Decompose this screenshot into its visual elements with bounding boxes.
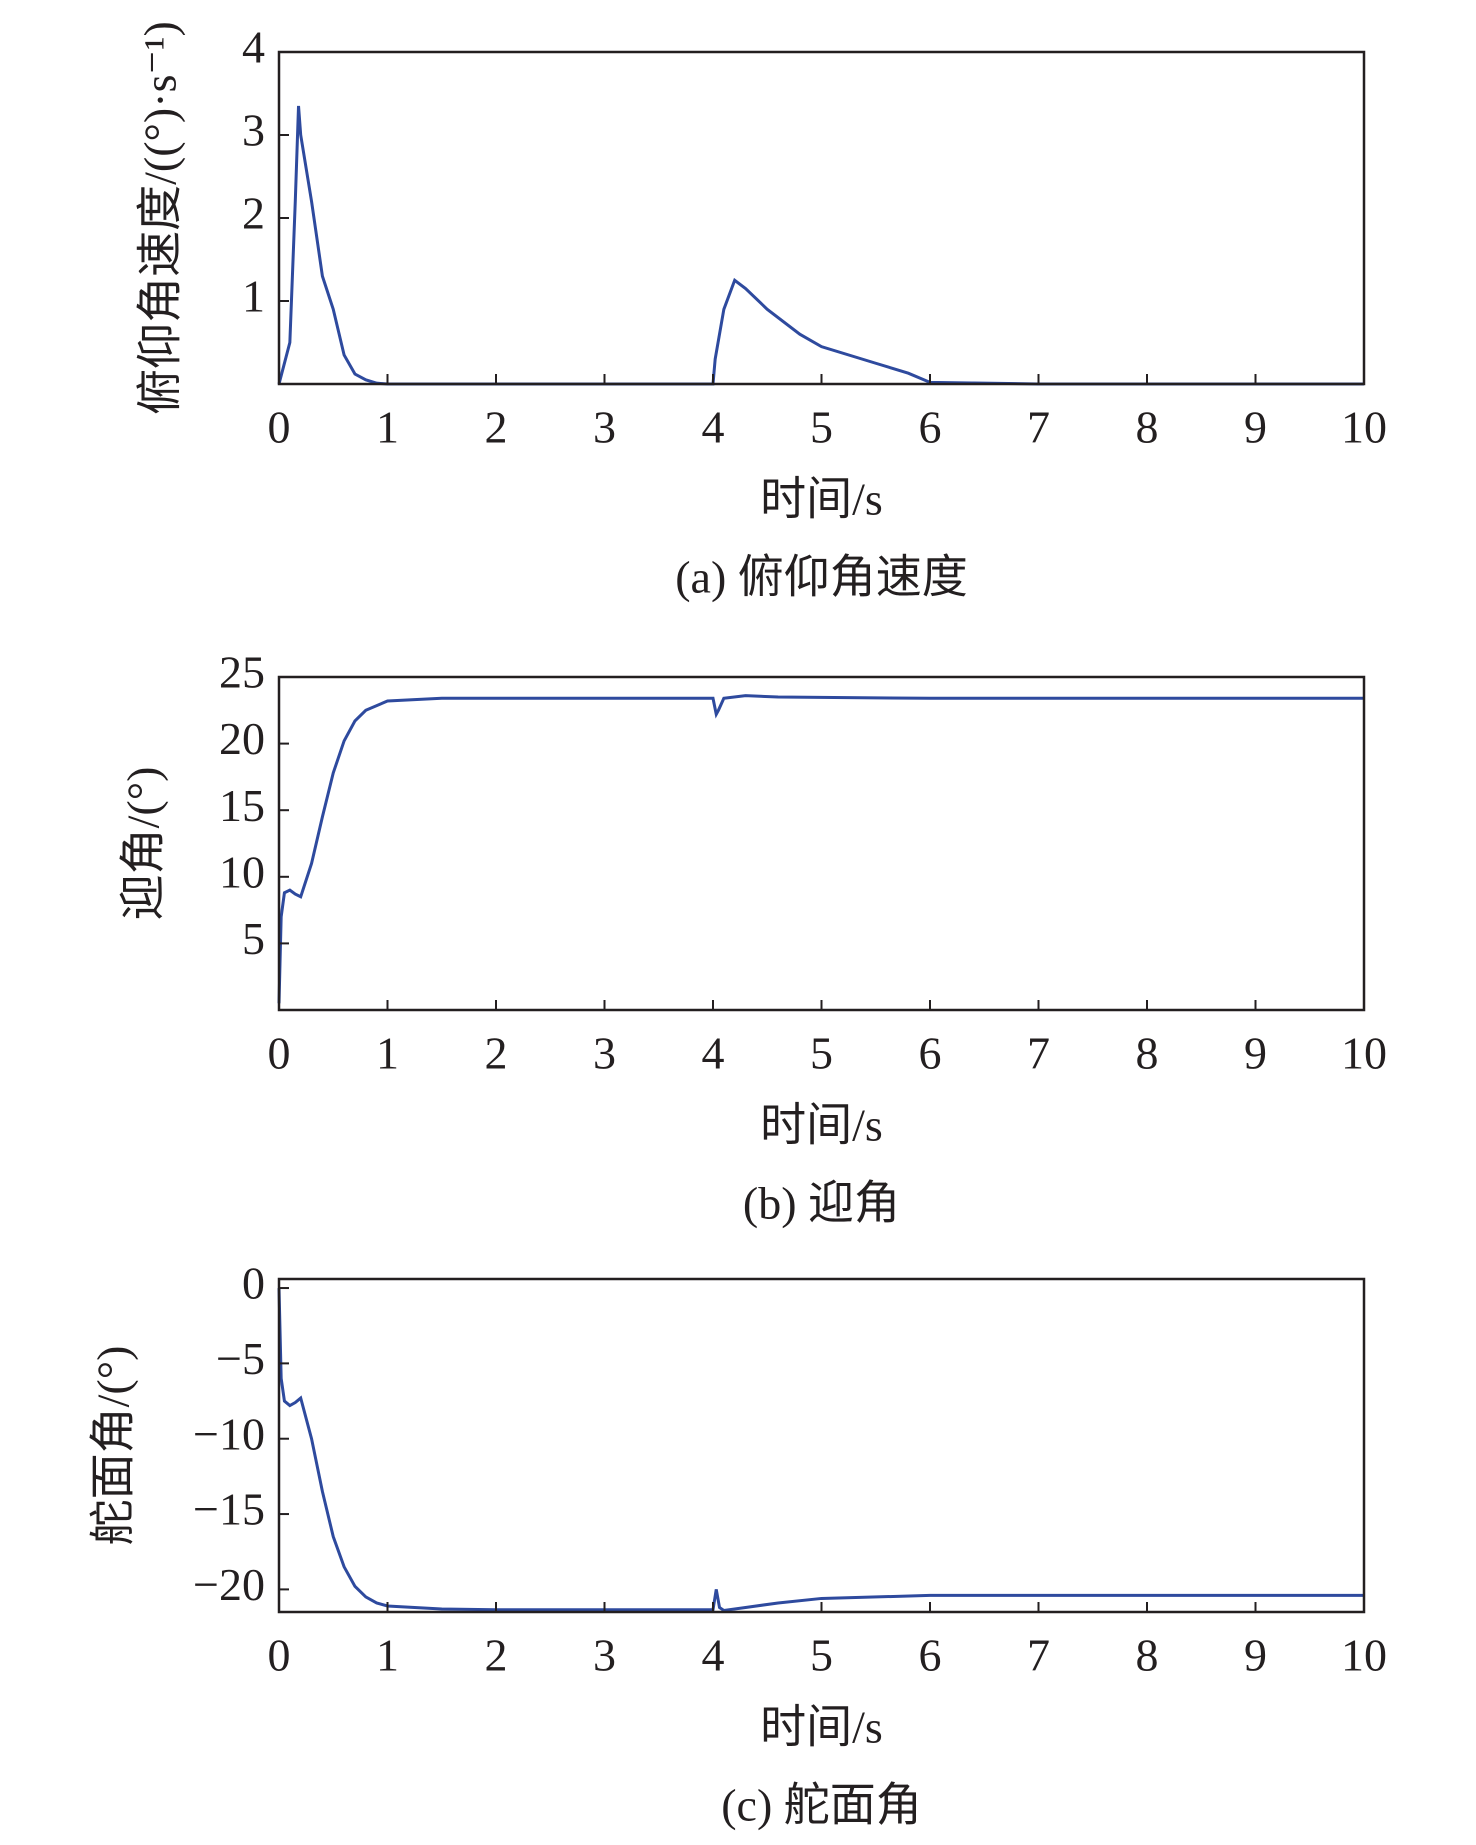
y-tick-label: 10 (219, 846, 265, 897)
y-tick-label: 0 (242, 1258, 265, 1309)
x-axis-label: 时间/s (760, 1100, 883, 1151)
x-tick-label: 1 (376, 1630, 399, 1681)
y-axis-label: 舵面角/(°) (88, 1346, 139, 1546)
caption: (b) 迎角 (743, 1178, 900, 1229)
y-tick-label: −20 (193, 1559, 265, 1610)
y-tick-label: −10 (193, 1408, 265, 1459)
y-tick-label: 3 (242, 105, 265, 156)
x-tick-label: 8 (1136, 402, 1159, 453)
plot-frame (277, 1277, 1366, 1614)
x-tick-label: 7 (1027, 402, 1050, 453)
x-tick-label: 2 (485, 402, 508, 453)
x-axis-label: 时间/s (760, 474, 883, 525)
y-tick-label: 1 (242, 271, 265, 322)
y-axis-label: 迎角/(°) (118, 767, 169, 921)
x-tick-label: 5 (810, 1630, 833, 1681)
x-tick-label: 3 (593, 1028, 616, 1079)
x-tick-label: 9 (1244, 402, 1267, 453)
data-line (277, 1288, 1364, 1613)
x-tick-label: 0 (268, 1028, 291, 1079)
x-tick-label: 0 (268, 402, 291, 453)
caption: (c) 舵面角 (721, 1780, 922, 1831)
y-tick-label: 15 (219, 780, 265, 831)
x-tick-label: 4 (702, 402, 725, 453)
x-tick-label: 9 (1244, 1630, 1267, 1681)
x-tick-label: 1 (376, 402, 399, 453)
x-tick-label: 10 (1341, 1028, 1387, 1079)
y-tick-label: 5 (242, 913, 265, 964)
x-tick-label: 6 (919, 1630, 942, 1681)
caption: (a) 俯仰角速度 (675, 552, 968, 603)
x-tick-label: 7 (1027, 1028, 1050, 1079)
y-tick-label: −5 (216, 1333, 265, 1384)
y-tick-label: 20 (219, 713, 265, 764)
y-tick-label: 2 (242, 188, 265, 239)
x-tick-label: 10 (1341, 1630, 1387, 1681)
plot-frame (277, 50, 1366, 386)
x-tick-label: 8 (1136, 1630, 1159, 1681)
x-tick-label: 3 (593, 402, 616, 453)
x-tick-label: 0 (268, 1630, 291, 1681)
x-tick-label: 5 (810, 1028, 833, 1079)
x-tick-label: 8 (1136, 1028, 1159, 1079)
x-tick-label: 5 (810, 402, 833, 453)
x-tick-label: 3 (593, 1630, 616, 1681)
x-tick-label: 2 (485, 1630, 508, 1681)
plot-frame (277, 675, 1366, 1012)
x-tick-label: 2 (485, 1028, 508, 1079)
x-tick-label: 10 (1341, 402, 1387, 453)
x-tick-label: 9 (1244, 1028, 1267, 1079)
x-tick-label: 7 (1027, 1630, 1050, 1681)
y-tick-label: 25 (219, 647, 265, 698)
x-tick-label: 1 (376, 1028, 399, 1079)
x-tick-label: 6 (919, 1028, 942, 1079)
x-tick-label: 4 (702, 1630, 725, 1681)
x-tick-label: 4 (702, 1028, 725, 1079)
data-line (277, 694, 1364, 1004)
y-tick-label: 4 (242, 22, 265, 73)
x-tick-label: 6 (919, 402, 942, 453)
data-line (277, 105, 1364, 386)
y-axis-label: 俯仰角速度/((°)·s⁻¹) (135, 21, 186, 415)
x-axis-label: 时间/s (760, 1702, 883, 1753)
y-tick-label: −15 (193, 1484, 265, 1535)
